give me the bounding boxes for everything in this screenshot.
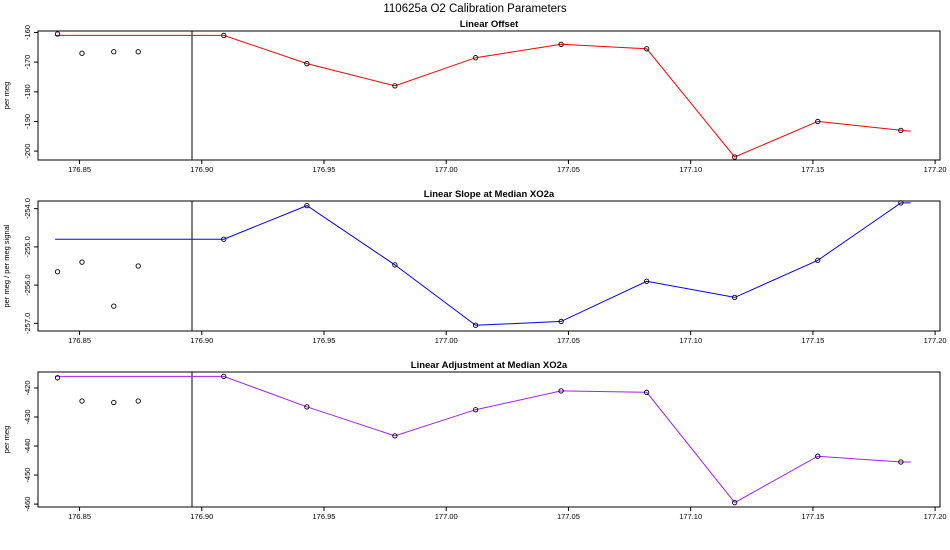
x-tick-label: 177.15 — [801, 165, 824, 174]
y-tick-label: -460 — [23, 497, 32, 512]
x-tick-label: 177.15 — [801, 336, 824, 345]
data-point — [898, 459, 904, 465]
data-point — [304, 60, 310, 67]
x-tick-label: 177.05 — [557, 165, 580, 174]
x-tick-label: 177.05 — [557, 336, 580, 345]
x-tick-label: 177.00 — [435, 165, 458, 174]
open-data-point — [79, 50, 85, 56]
panel-title: Linear Adjustment at Median XO2a — [411, 360, 568, 371]
open-data-point — [54, 269, 61, 275]
data-point — [472, 407, 479, 413]
data-point — [392, 433, 398, 439]
plot-frame — [37, 371, 941, 508]
chart-panels: Linear Offset 176.85 176.90 176.95 177.00 177… — [2, 19, 947, 521]
data-point — [472, 55, 479, 61]
y-tick-label: -257.0 — [23, 313, 32, 334]
data-point — [644, 278, 650, 284]
x-tick-label: 177.20 — [924, 512, 947, 521]
open-data-point — [111, 49, 117, 55]
data-point — [558, 41, 564, 47]
x-tick-label: 177.00 — [435, 512, 458, 521]
data-point — [558, 388, 564, 394]
x-tick-label: 176.90 — [190, 336, 213, 345]
y-tick-label: -450 — [23, 468, 32, 483]
data-point — [815, 118, 821, 125]
series-line — [55, 202, 911, 326]
plot-frame — [37, 200, 941, 332]
y-tick-label: -200 — [23, 144, 32, 159]
open-data-point — [111, 303, 117, 309]
x-tick-label: 177.15 — [801, 512, 824, 521]
x-tick-label: 176.95 — [313, 165, 336, 174]
y-tick-label: -190 — [23, 114, 32, 129]
chart-panel-2: Linear Slope at Median XO2a 176.85 176.90 1… — [2, 189, 947, 345]
panel-title: Linear Slope at Median XO2a — [424, 189, 555, 200]
series-line — [55, 34, 911, 158]
x-tick-label: 176.85 — [68, 336, 91, 345]
data-point — [392, 262, 398, 268]
data-point — [304, 202, 310, 209]
open-data-point — [79, 398, 85, 404]
x-tick-label: 177.00 — [435, 336, 458, 345]
x-tick-label: 176.85 — [68, 512, 91, 521]
open-data-point — [54, 375, 61, 381]
y-tick-label: -256.0 — [23, 274, 32, 295]
open-data-point — [135, 263, 141, 269]
x-tick-label: 176.90 — [190, 165, 213, 174]
y-axis-label: per meg — [2, 82, 11, 110]
y-tick-label: -440 — [23, 439, 32, 454]
data-point — [815, 453, 821, 459]
open-data-point — [135, 398, 141, 404]
x-tick-label: 177.05 — [557, 512, 580, 521]
data-point — [221, 373, 227, 380]
y-axis-label: per meg / per meg signal — [2, 224, 11, 307]
data-point — [898, 200, 904, 206]
data-point — [304, 404, 310, 410]
data-point — [54, 31, 61, 37]
y-tick-label: -170 — [23, 55, 32, 70]
y-tick-label: -255.0 — [23, 236, 32, 257]
x-tick-label: 177.20 — [924, 336, 947, 345]
series-line — [55, 375, 911, 504]
x-tick-label: 177.10 — [679, 165, 702, 174]
x-tick-label: 176.85 — [68, 165, 91, 174]
data-point — [644, 389, 650, 395]
x-tick-label: 177.20 — [924, 165, 947, 174]
x-tick-label: 177.10 — [679, 336, 702, 345]
data-point — [558, 318, 564, 325]
y-tick-label: -254.0 — [23, 198, 32, 219]
page-title: 110625a O2 Calibration Parameters — [383, 3, 567, 15]
chart-panel-1: Linear Offset 176.85 176.90 176.95 177.00 177… — [2, 19, 947, 174]
data-point — [898, 127, 904, 133]
y-tick-label: -180 — [23, 84, 32, 99]
data-point — [472, 322, 479, 328]
data-point — [732, 154, 738, 160]
plot-frame — [37, 30, 941, 161]
open-data-point — [111, 399, 117, 406]
y-tick-label: -420 — [23, 380, 32, 395]
x-tick-label: 176.90 — [190, 512, 213, 521]
data-point — [221, 236, 227, 242]
x-tick-label: 176.95 — [313, 336, 336, 345]
panel-title: Linear Offset — [460, 19, 519, 30]
x-tick-label: 177.10 — [679, 512, 702, 521]
x-tick-label: 176.95 — [313, 512, 336, 521]
y-axis-label: per meg — [2, 426, 11, 454]
data-point — [221, 32, 227, 39]
y-tick-label: -160 — [23, 25, 32, 40]
data-point — [732, 294, 738, 301]
y-tick-label: -430 — [23, 409, 32, 424]
data-point — [732, 499, 738, 506]
chart-panel-3: Linear Adjustment at Median XO2a 176.85 17… — [2, 360, 947, 521]
data-point — [392, 83, 398, 89]
data-point — [815, 257, 821, 263]
data-point — [644, 46, 650, 52]
open-data-point — [79, 259, 85, 265]
open-data-point — [135, 49, 141, 55]
